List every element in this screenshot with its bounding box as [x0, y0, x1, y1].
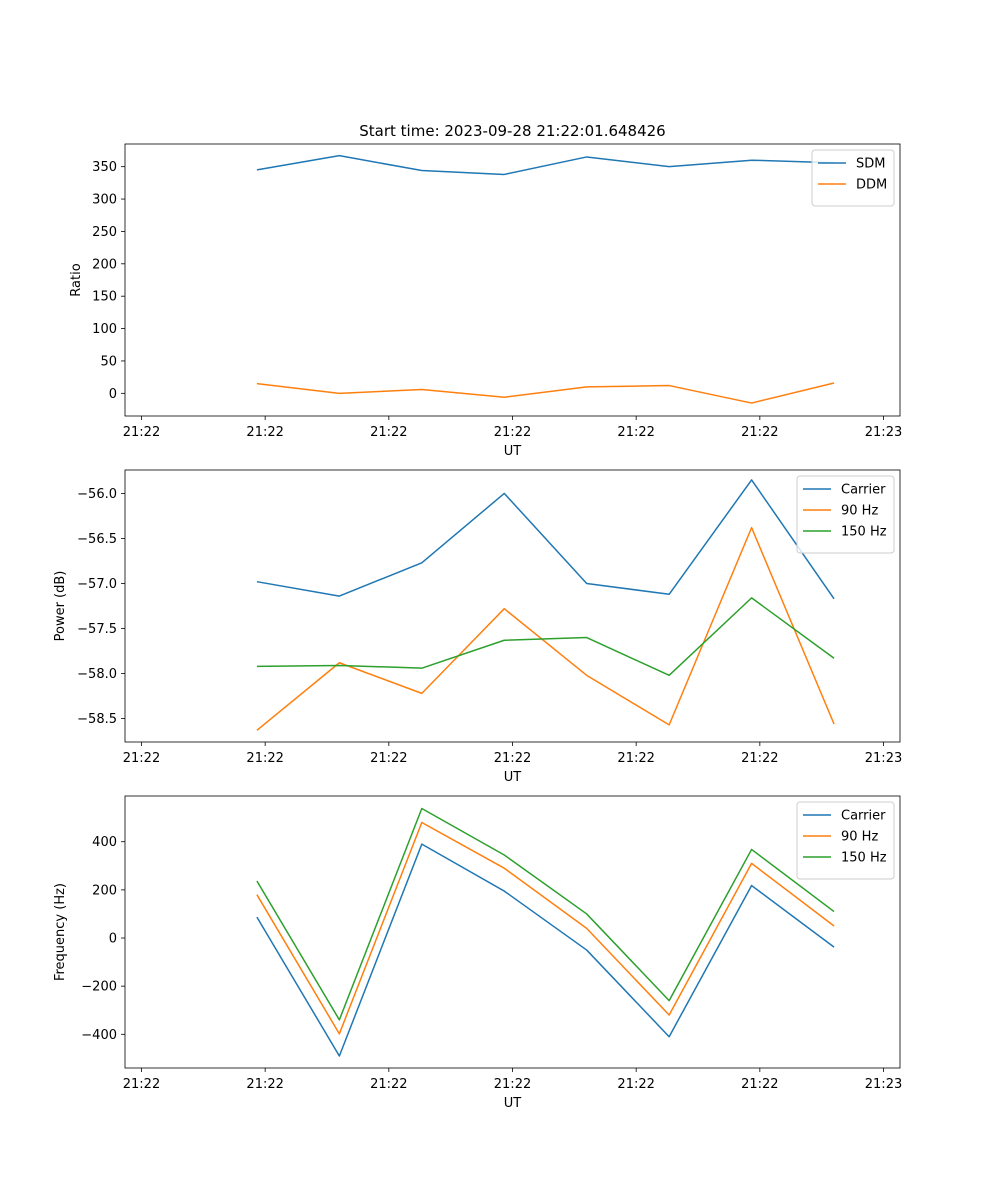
power-y-tick-label: −58.5 — [77, 712, 117, 727]
ratio-y-tick-label: 0 — [109, 387, 117, 402]
power-series-150-hz-line — [256, 597, 835, 677]
ratio-series-ddm-line — [256, 382, 835, 404]
ratio-x-tick-label: 21:23 — [865, 425, 902, 440]
power-series-carrier-line — [256, 479, 835, 600]
frequency-y-tick-label: −400 — [81, 1028, 117, 1043]
frequency-y-tick-label: 400 — [92, 835, 117, 850]
ratio-axes-frame — [124, 143, 901, 417]
ratio-y-tick-label: 100 — [92, 322, 117, 337]
frequency-y-tick-label: 0 — [109, 932, 117, 947]
frequency-x-tick-label: 21:22 — [123, 1077, 160, 1092]
power-panel: 21:22 21:22 21:22 21:22 21:22 21:22 21:23 −58.5… — [53, 469, 902, 785]
frequency-legend-label-carrier: Carrier — [841, 809, 886, 824]
ratio-x-tick-label: 21:22 — [741, 425, 778, 440]
chart-title: Start time: 2023-09-28 21:22:01.648426 — [359, 122, 665, 140]
frequency-legend-label-90-hz: 90 Hz — [841, 830, 878, 845]
power-legend-box — [796, 475, 895, 554]
power-legend-label-90-hz: 90 Hz — [841, 504, 878, 519]
frequency-series-carrier-line — [256, 843, 835, 1057]
power-series-90-hz-line — [256, 526, 835, 731]
ratio-panel: 21:22 21:22 21:22 21:22 21:22 21:22 21:23 0 50 10… — [69, 122, 902, 459]
power-y-tick-label: −56.0 — [77, 487, 117, 502]
frequency-y-tick-label: 200 — [92, 883, 117, 898]
ratio-x-tick-label: 21:22 — [617, 425, 654, 440]
frequency-x-tick-label: 21:22 — [246, 1077, 283, 1092]
power-y-tick-label: −57.0 — [77, 577, 117, 592]
ratio-y-tick-label: 200 — [92, 257, 117, 272]
power-legend-label-carrier: Carrier — [841, 483, 886, 498]
frequency-x-tick-label: 21:23 — [865, 1077, 902, 1092]
power-x-tick-label: 21:23 — [865, 751, 902, 766]
ratio-y-tick-label: 50 — [100, 354, 117, 369]
ratio-y-tick-label: 350 — [92, 160, 117, 175]
ratio-x-tick-label: 21:22 — [370, 425, 407, 440]
power-x-tick-label: 21:22 — [123, 751, 160, 766]
frequency-x-axis-label: UT — [504, 1096, 522, 1111]
frequency-series-90-hz-line — [256, 821, 835, 1035]
power-x-tick-label: 21:22 — [741, 751, 778, 766]
ratio-y-tick-label: 250 — [92, 225, 117, 240]
ratio-y-tick-label: 150 — [92, 290, 117, 305]
ratio-legend: SDM DDM — [811, 149, 895, 207]
power-x-axis-label: UT — [504, 770, 522, 785]
frequency-x-tick-label: 21:22 — [370, 1077, 407, 1092]
power-legend: Carrier 90 Hz 150 Hz — [796, 475, 895, 554]
power-y-tick-label: −57.5 — [77, 622, 117, 637]
ratio-legend-label-sdm: SDM — [856, 157, 885, 172]
ratio-x-axis-label: UT — [504, 444, 522, 459]
frequency-y-tick-label: −200 — [81, 980, 117, 995]
frequency-legend: Carrier 90 Hz 150 Hz — [796, 801, 895, 880]
ratio-x-tick-label: 21:22 — [246, 425, 283, 440]
power-y-tick-label: −56.5 — [77, 532, 117, 547]
frequency-legend-label-150-hz: 150 Hz — [841, 851, 887, 866]
frequency-x-tick-label: 21:22 — [741, 1077, 778, 1092]
power-x-tick-label: 21:22 — [246, 751, 283, 766]
power-x-tick-label: 21:22 — [494, 751, 531, 766]
ratio-x-tick-label: 21:22 — [494, 425, 531, 440]
frequency-series-150-hz-line — [256, 807, 835, 1021]
frequency-y-axis-label: Frequency (Hz) — [53, 883, 68, 981]
power-x-tick-label: 21:22 — [617, 751, 654, 766]
power-legend-label-150-hz: 150 Hz — [841, 525, 887, 540]
ratio-y-tick-label: 300 — [92, 193, 117, 208]
frequency-x-tick-label: 21:22 — [617, 1077, 654, 1092]
ratio-y-axis-label: Ratio — [69, 263, 84, 296]
frequency-axes-frame — [124, 795, 901, 1069]
power-y-axis-label: Power (dB) — [53, 571, 68, 642]
power-y-tick-label: −58.0 — [77, 667, 117, 682]
frequency-panel: 21:22 21:22 21:22 21:22 21:22 21:22 21:23 −400 −… — [53, 795, 902, 1111]
ratio-legend-box — [811, 149, 895, 207]
ratio-legend-label-ddm: DDM — [856, 178, 887, 193]
power-x-tick-label: 21:22 — [370, 751, 407, 766]
ratio-x-tick-label: 21:22 — [123, 425, 160, 440]
frequency-legend-box — [796, 801, 895, 880]
frequency-x-tick-label: 21:22 — [494, 1077, 531, 1092]
ratio-series-sdm-line — [256, 154, 835, 176]
